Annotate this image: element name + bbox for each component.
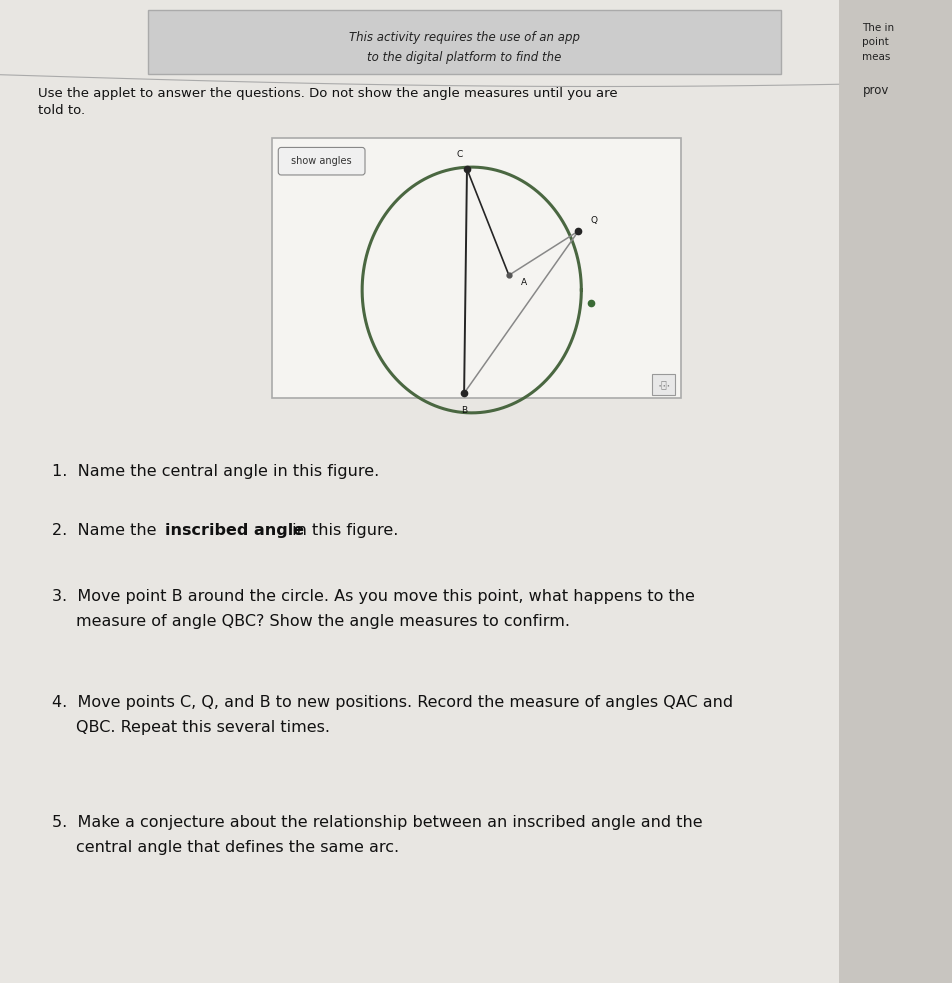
Text: measure of angle QBC? Show the angle measures to confirm.: measure of angle QBC? Show the angle mea… [76, 613, 569, 629]
Text: point: point [862, 37, 888, 47]
Text: 4.  Move points C, Q, and B to new positions. Record the measure of angles QAC a: 4. Move points C, Q, and B to new positi… [52, 695, 733, 711]
Text: B: B [461, 406, 466, 415]
Text: Q: Q [589, 216, 597, 225]
FancyBboxPatch shape [838, 0, 952, 983]
FancyBboxPatch shape [651, 374, 674, 395]
Text: A: A [521, 278, 526, 287]
Text: 1.  Name the central angle in this figure.: 1. Name the central angle in this figure… [52, 464, 379, 480]
Text: told to.: told to. [38, 103, 85, 117]
Text: central angle that defines the same arc.: central angle that defines the same arc. [76, 839, 399, 855]
Text: The in: The in [862, 23, 894, 32]
Text: 5.  Make a conjecture about the relationship between an inscribed angle and the: 5. Make a conjecture about the relations… [52, 815, 703, 831]
Text: ⤢: ⤢ [660, 379, 665, 389]
Text: Use the applet to answer the questions. Do not show the angle measures until you: Use the applet to answer the questions. … [38, 87, 617, 100]
Text: ⋯: ⋯ [657, 379, 670, 393]
Text: This activity requires the use of an app: This activity requires the use of an app [348, 30, 579, 44]
Text: in this figure.: in this figure. [287, 523, 398, 539]
Text: show angles: show angles [291, 156, 351, 166]
Text: 2.  Name the: 2. Name the [52, 523, 162, 539]
Text: C: C [456, 150, 462, 159]
FancyBboxPatch shape [278, 147, 365, 175]
Text: prov: prov [862, 84, 888, 97]
FancyBboxPatch shape [0, 0, 876, 983]
Text: inscribed angle: inscribed angle [165, 523, 304, 539]
Text: meas: meas [862, 52, 890, 62]
FancyBboxPatch shape [271, 138, 681, 398]
Text: 3.  Move point B around the circle. As you move this point, what happens to the: 3. Move point B around the circle. As yo… [52, 589, 695, 605]
FancyBboxPatch shape [148, 10, 781, 74]
Text: QBC. Repeat this several times.: QBC. Repeat this several times. [76, 720, 330, 735]
Text: to the digital platform to find the: to the digital platform to find the [367, 50, 561, 64]
